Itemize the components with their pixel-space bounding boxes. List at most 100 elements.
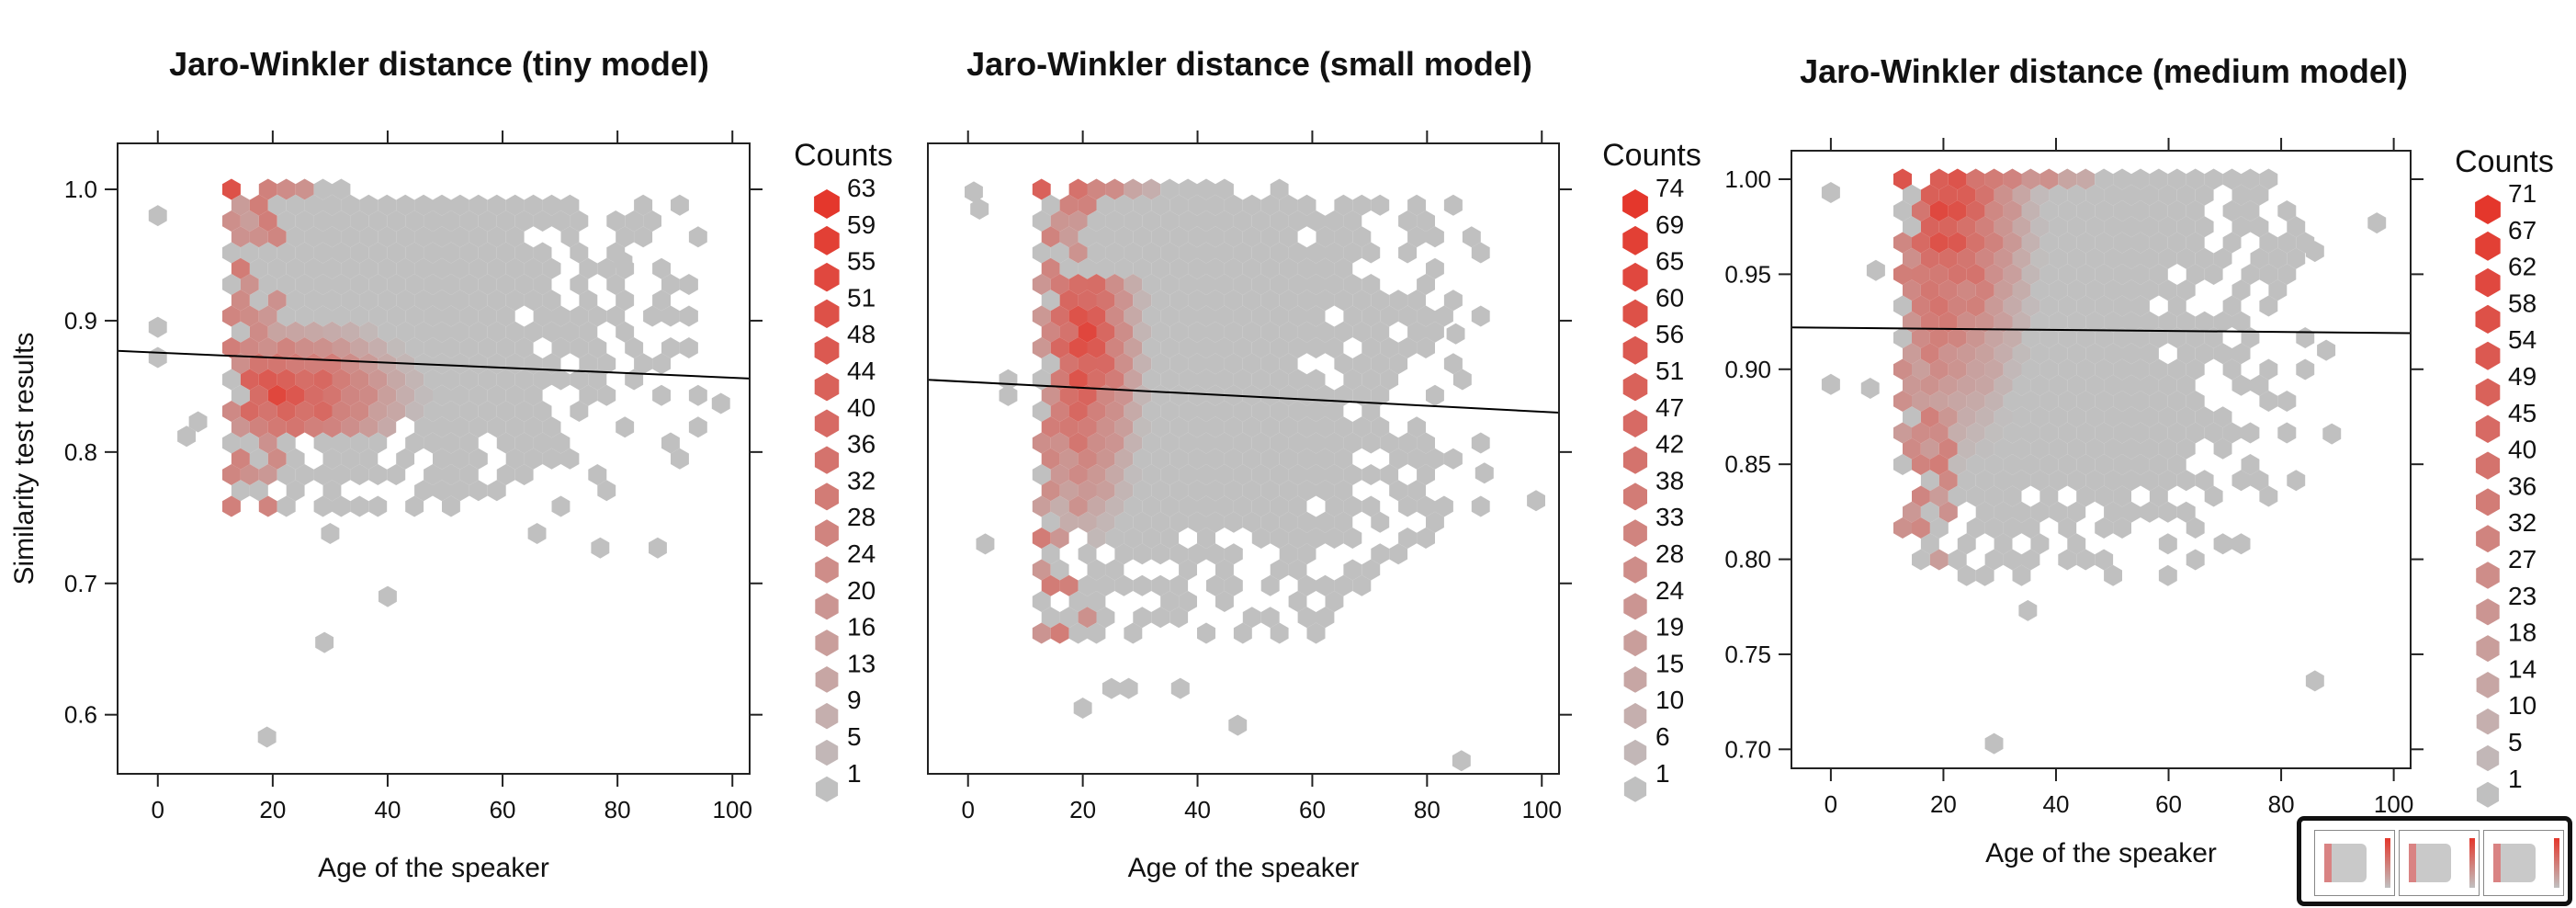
hex-cell: [258, 337, 277, 358]
hex-cell: [277, 495, 296, 517]
hex-cell: [2039, 485, 2059, 507]
hex-cell: [469, 480, 488, 502]
hex-cell: [459, 432, 479, 454]
hex-cell: [524, 448, 543, 470]
hex-cell: [2122, 279, 2141, 301]
hex-cell: [2067, 216, 2086, 238]
hex-cell: [1179, 369, 1197, 391]
legend-label: 67: [2508, 216, 2536, 244]
hex-cell: [249, 448, 268, 470]
hex-cell: [1975, 437, 1994, 460]
legend-label: 14: [2508, 654, 2536, 683]
legend-label: 32: [2508, 508, 2536, 537]
hex-cell: [1233, 495, 1252, 517]
hex-cell: [368, 337, 388, 358]
hex-cell: [1133, 607, 1152, 629]
hex-cell: [560, 321, 580, 343]
hex-cell: [2095, 295, 2114, 317]
hex-cell: [1032, 464, 1051, 485]
hex-cell: [606, 274, 626, 295]
hex-cell: [2231, 470, 2251, 492]
hex-cell: [1325, 591, 1344, 612]
hex-cell: [2158, 216, 2177, 238]
hex-cell: [1994, 343, 2013, 365]
hex-cell: [2213, 437, 2232, 460]
hex-cell: [1352, 226, 1372, 248]
hex-cell: [1188, 511, 1206, 533]
hex-cell: [1417, 305, 1435, 327]
hex-cell: [1938, 501, 1958, 523]
hex-cell: [2277, 422, 2297, 444]
hex-cell: [2122, 311, 2141, 333]
hex-cell: [1224, 416, 1243, 438]
hex-cell: [332, 242, 351, 264]
hex-cell: [1297, 480, 1316, 502]
hex-cell: [2021, 168, 2040, 190]
hex-cell: [424, 242, 442, 264]
hex-cell: [2012, 501, 2031, 523]
legend-swatch: [1623, 702, 1647, 730]
hex-cell: [1966, 454, 1985, 475]
outlier-hex: [378, 585, 397, 607]
hex-cell: [1912, 200, 1930, 221]
hex-cell: [1160, 242, 1180, 264]
hex-cell: [2195, 343, 2214, 365]
hex-cell: [1078, 226, 1097, 248]
minimap-thumbnail[interactable]: [2297, 816, 2572, 906]
hex-cell: [2095, 454, 2114, 475]
hex-cell: [1105, 369, 1124, 391]
outlier-hex: [970, 199, 989, 220]
hex-cell: [1903, 374, 1921, 396]
hex-cell: [1142, 401, 1161, 422]
legend-label: 6: [1655, 722, 1670, 751]
hex-cell: [2030, 247, 2050, 269]
hex-cell: [2213, 343, 2232, 365]
hex-cell: [1270, 337, 1289, 358]
outlier-hex: [1860, 378, 1880, 399]
hex-cell: [2250, 374, 2269, 396]
hex-cell: [1407, 321, 1426, 343]
hex-cell: [1957, 470, 1976, 492]
hex-cell: [1975, 470, 1994, 492]
hex-cell: [1114, 543, 1134, 565]
legend-label: 60: [1655, 283, 1684, 312]
hex-cell: [332, 464, 351, 485]
hex-cell: [359, 226, 378, 248]
hex-cell: [240, 337, 259, 358]
hex-cell: [2076, 358, 2096, 380]
hex-cell: [1334, 574, 1353, 596]
hex-cell: [2158, 437, 2177, 460]
hex-cell: [1068, 464, 1088, 485]
hex-cell: [433, 321, 451, 343]
hex-cell: [524, 257, 543, 279]
hex-cell: [1078, 480, 1097, 502]
hex-cell: [652, 353, 671, 375]
hex-cell: [1224, 226, 1243, 248]
legend-label: 15: [1655, 649, 1684, 677]
hex-cell: [1316, 321, 1335, 343]
hex-cell: [1270, 464, 1289, 485]
hex-cell: [1984, 454, 2004, 475]
hex-cell: [1371, 384, 1390, 406]
hex-cell: [1197, 178, 1215, 200]
legend-swatch: [1623, 666, 1647, 693]
legend-swatch: [2476, 781, 2500, 808]
hex-cell: [1224, 511, 1243, 533]
legend-label: 58: [2508, 289, 2536, 317]
hex-cell: [222, 242, 241, 264]
hex-cell: [451, 416, 469, 438]
hex-cell: [286, 289, 305, 312]
hex-cell: [1032, 337, 1051, 358]
hex-cell: [267, 289, 287, 312]
hex-cell: [1361, 464, 1381, 485]
x-tick-label: 40: [2043, 790, 2070, 818]
hex-cell: [1984, 422, 2004, 444]
hex-cell: [551, 337, 571, 358]
hex-cell: [1096, 226, 1115, 248]
hex-cell: [222, 305, 241, 327]
hex-cell: [1096, 511, 1115, 533]
hex-cell: [1938, 279, 1958, 301]
legend-swatch: [815, 593, 839, 620]
hex-cell: [2231, 374, 2251, 396]
hex-cell: [2158, 374, 2177, 396]
